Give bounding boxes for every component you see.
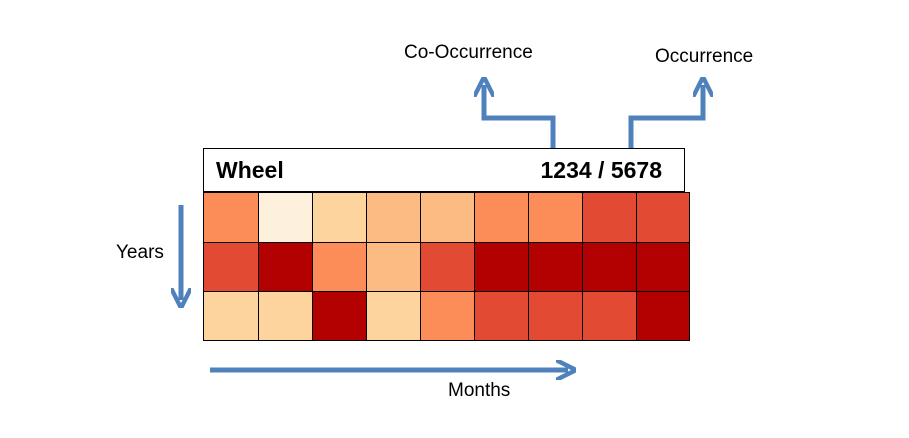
co-occurrence-label: Co-Occurrence xyxy=(404,42,533,63)
heatmap-cell xyxy=(583,292,637,341)
years-label: Years xyxy=(116,242,164,263)
heatmap-cell xyxy=(475,193,529,243)
heatmap-cell xyxy=(637,193,690,243)
heatmap-cell xyxy=(313,292,367,341)
heatmap-cell xyxy=(421,193,475,243)
heatmap-cell xyxy=(367,292,421,341)
heatmap-cell xyxy=(529,292,583,341)
heatmap-cell xyxy=(259,243,313,292)
heatmap-cell xyxy=(204,243,259,292)
heatmap-cell xyxy=(259,292,313,341)
months-label: Months xyxy=(448,380,511,401)
heatmap-cell xyxy=(583,193,637,243)
header-box: Wheel 1234 / 5678 xyxy=(203,148,685,192)
heatmap-cell xyxy=(367,193,421,243)
heatmap-cell xyxy=(529,193,583,243)
heatmap-grid xyxy=(203,192,690,341)
occurrence-label: Occurrence xyxy=(655,46,754,67)
co-occurrence-arrow xyxy=(484,85,556,155)
heatmap-cell xyxy=(475,243,529,292)
item-title: Wheel xyxy=(216,157,284,183)
heatmap-cell xyxy=(637,292,690,341)
occurrence-arrow xyxy=(628,85,703,155)
heatmap-cell xyxy=(313,193,367,243)
heatmap-cell xyxy=(367,243,421,292)
heatmap-cell xyxy=(637,243,690,292)
heatmap-cell xyxy=(204,292,259,341)
heatmap-cell xyxy=(583,243,637,292)
occurrence-counts: 1234 / 5678 xyxy=(540,157,662,183)
heatmap-cell xyxy=(421,292,475,341)
heatmap-cell xyxy=(313,243,367,292)
heatmap-cell xyxy=(204,193,259,243)
heatmap-cell xyxy=(259,193,313,243)
heatmap-cell xyxy=(421,243,475,292)
heatmap-cell xyxy=(529,243,583,292)
heatmap-cell xyxy=(475,292,529,341)
